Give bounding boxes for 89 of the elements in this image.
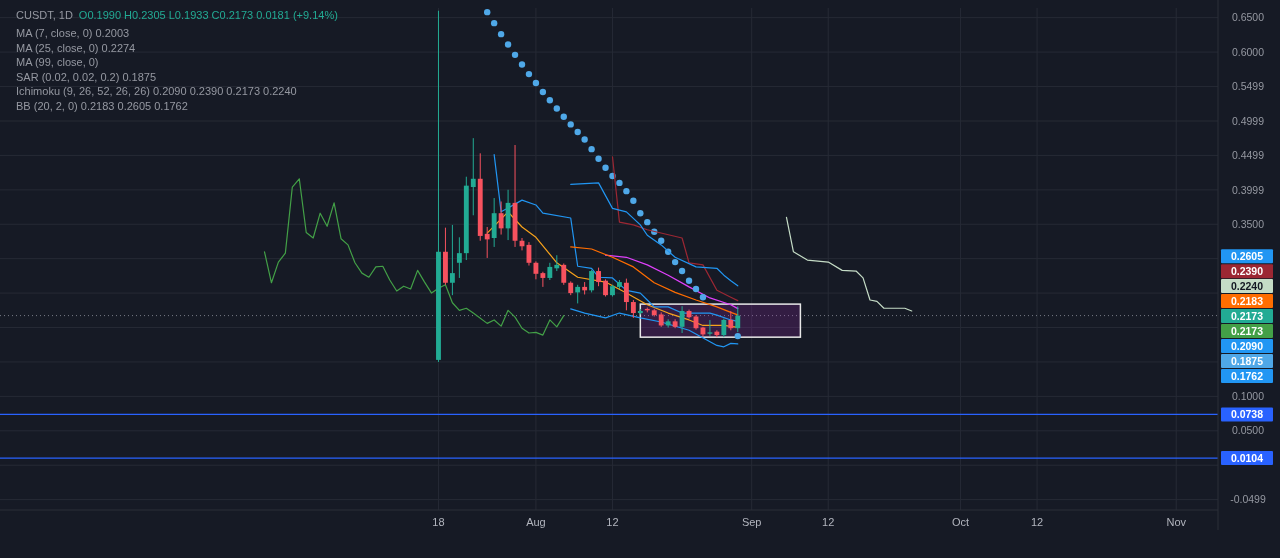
line-series [570,182,739,287]
point [574,128,581,136]
point [497,30,505,38]
y-tick-label: 0.6000 [1231,45,1265,58]
point [630,197,637,205]
point [616,179,623,187]
text: 0.1875 [1230,354,1264,367]
x-tick-label: Aug [526,515,546,528]
point [671,258,679,266]
point [518,61,526,68]
point [637,210,644,217]
x-tick-label: Nov [1166,515,1187,528]
point [504,41,512,48]
y-tick-label: 0.3500 [1231,217,1265,230]
text: 0.2090 [1230,339,1264,352]
candlestick [596,267,601,287]
point [678,267,686,275]
point [595,155,602,163]
y-tick-label: 0.4999 [1231,114,1265,127]
chart-title: CUSDT, 1D [16,9,73,21]
text: 0.2183 [1230,294,1264,307]
ref-line-label: 0.0738 [1230,408,1264,421]
x-tick-label: 18 [432,515,445,528]
candlestick [449,224,455,296]
y-tick-label: 0.0500 [1231,424,1265,437]
x-tick-label: 12 [606,515,619,528]
point [602,164,609,171]
point [588,145,595,153]
x-tick-label: 12 [1030,515,1044,528]
point [581,136,588,143]
candlestick [679,305,685,334]
text: 0.2240 [1230,279,1264,292]
candlestick [456,236,462,279]
point [734,332,741,340]
line-series [785,216,913,312]
point [490,19,498,27]
y-tick-label: -0.0499 [1230,493,1266,506]
candlestick [470,137,476,216]
point [623,187,630,195]
candlestick [707,319,713,337]
point [539,88,547,96]
annotation: MA (7, close, 0) 0.2003 [16,27,130,39]
point [560,113,567,120]
x-tick-label: Oct [951,515,970,528]
annotation: MA (25, close, 0) 0.2274 [16,41,136,54]
annotation: MA (99, close, 0) [16,56,99,68]
point [553,105,560,112]
candlestick [540,271,546,288]
y-tick-label: 0.5499 [1231,80,1265,93]
line-series [611,156,739,302]
y-tick-label: 0.4499 [1231,149,1265,162]
point [511,51,519,59]
point [546,97,554,104]
point [484,8,491,16]
candlestick [484,226,490,259]
candlestick [735,306,741,333]
y-tick-label: 0.1000 [1231,390,1265,403]
candlestick [721,318,727,338]
annotation: Ichimoku (9, 26, 52, 26, 26) 0.2090 0.2390 0.2173 0.2240 [16,85,297,97]
text: 0.2173 [1230,324,1264,337]
text: 0.1762 [1230,369,1264,382]
line-series [604,254,739,310]
point [692,285,700,293]
point [532,79,540,87]
candlestick [623,278,629,311]
x-tick-label: 12 [822,515,835,528]
annotation: BB (20, 2, 0) 0.2183 0.2605 0.1762 [16,99,188,112]
y-tick-label: 0.6500 [1231,11,1265,24]
annotation: SAR (0.02, 0.02, 0.2) 0.1875 [16,70,157,83]
y-tick-label: 0.3999 [1231,183,1265,196]
ref-line-label: 0.0104 [1230,451,1264,464]
line-series [263,178,565,336]
x-tick-label: Sep [741,515,762,528]
point [699,294,707,301]
line-series [570,308,739,348]
text: 0.2605 [1230,249,1264,262]
chart-subtitle: O0.1990 H0.2305 L0.1933 C0.2173 0.0181 (+9.14%) [78,9,338,21]
candlestick [498,201,504,236]
text: 0.2173 [1230,309,1264,322]
point [644,218,651,226]
point [658,237,665,244]
point [685,277,693,284]
candlestick [589,269,595,293]
candlestick [561,262,567,286]
text: 0.2390 [1230,264,1264,277]
candlestick [728,310,734,331]
candlestick [575,284,581,304]
point [567,121,574,128]
point [525,70,533,78]
